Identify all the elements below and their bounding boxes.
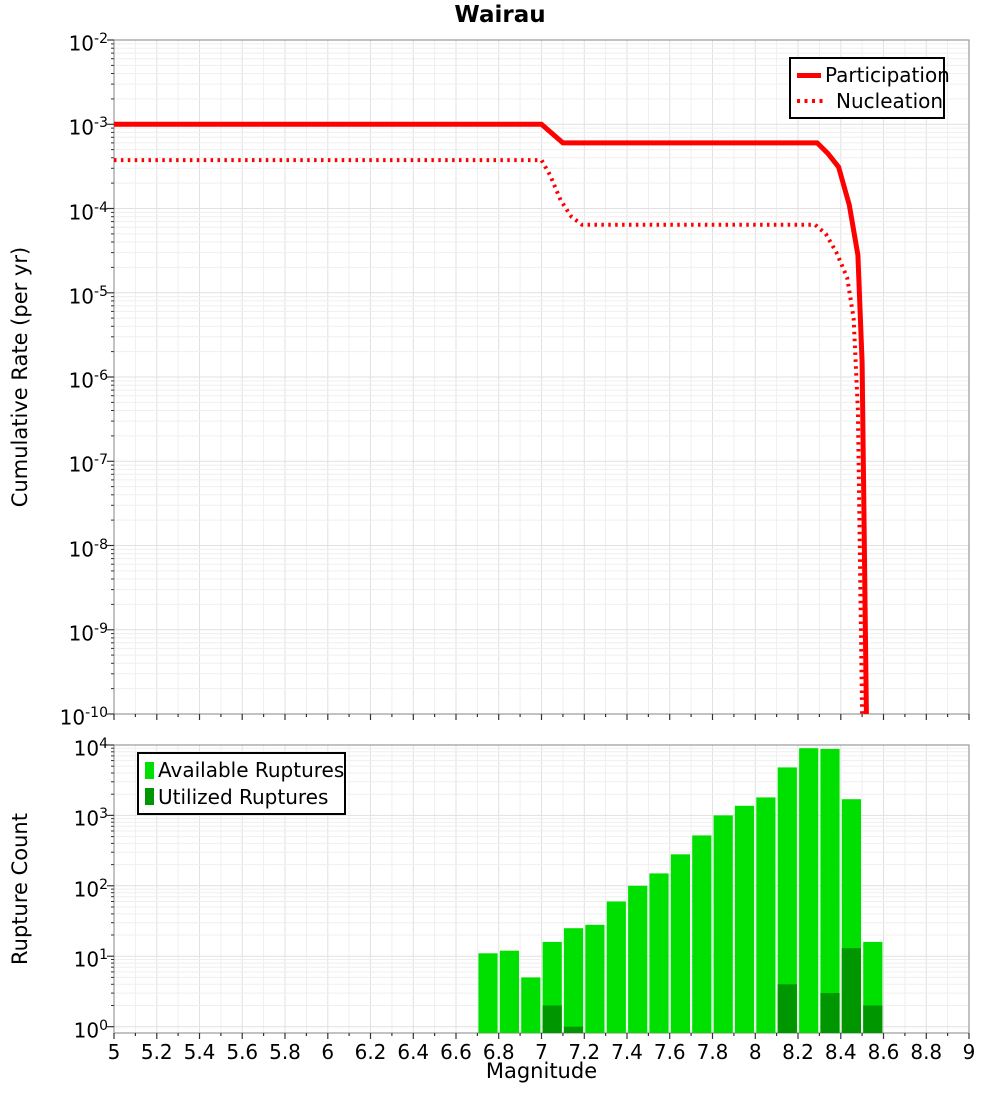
utilized-bar-swatch-icon — [145, 788, 154, 806]
legend-rupture-chart: Available Ruptures Utilized Ruptures — [137, 752, 346, 815]
bar-utilized — [542, 1005, 562, 1033]
x-tick-label: 8.4 — [824, 1040, 857, 1064]
available-bar-swatch-icon — [145, 761, 154, 779]
x-tick-label: 5.8 — [269, 1040, 301, 1064]
x-tick-label: 5.2 — [140, 1040, 173, 1064]
bar-available — [521, 977, 541, 1033]
bar-utilized — [863, 1005, 883, 1033]
nucleation-line — [114, 158, 865, 715]
y-tick-label: 10-3 — [68, 115, 108, 140]
y-tick-label: 101 — [73, 947, 108, 972]
x-tick-label: 5.6 — [226, 1040, 259, 1064]
x-tick-label: 7.6 — [653, 1040, 686, 1064]
x-tick-label: 8.2 — [782, 1040, 814, 1064]
x-tick-label: 8.8 — [910, 1040, 943, 1064]
bar-available — [756, 797, 776, 1033]
legend-item-participation: Participation — [797, 63, 950, 87]
bar-available — [606, 901, 626, 1033]
x-tick-label: 5.4 — [183, 1040, 216, 1064]
x-axis-label: Magnitude — [485, 1059, 598, 1083]
bar-available — [478, 953, 498, 1033]
legend-item-nucleation: Nucleation — [797, 89, 943, 113]
bar-available — [670, 854, 690, 1033]
x-tick-label: 9 — [962, 1040, 976, 1064]
x-tick-label: 7.4 — [611, 1040, 643, 1064]
bar-available — [777, 767, 797, 1033]
bar-available — [713, 815, 733, 1033]
chart-title: Wairau — [454, 2, 546, 28]
x-tick-label: 8.6 — [867, 1040, 900, 1064]
x-tick-label: 6.8 — [482, 1040, 515, 1064]
x-tick-label: 6.4 — [397, 1040, 430, 1064]
y-tick-label: 102 — [73, 876, 108, 902]
bar-available — [499, 950, 519, 1033]
bar-available — [820, 748, 840, 1033]
y-tick-label: 10-4 — [68, 199, 108, 225]
legend-item-available: Available Ruptures — [145, 758, 344, 782]
x-tick-label: 7 — [535, 1040, 548, 1064]
bar-available — [563, 928, 584, 1033]
y-tick-label: 103 — [73, 806, 108, 832]
bar-available — [799, 748, 819, 1033]
y-tick-label: 10-8 — [68, 536, 108, 562]
bar-available — [692, 835, 712, 1033]
x-tick-label: 6.2 — [354, 1040, 387, 1064]
x-tick-label: 8 — [748, 1040, 762, 1064]
y-tick-label: 10-6 — [68, 368, 108, 393]
x-tick-label: 7.8 — [696, 1040, 729, 1064]
y-tick-label: 10-7 — [68, 452, 108, 477]
x-tick-label: 5 — [107, 1040, 121, 1064]
y-tick-label: 10-9 — [68, 620, 108, 646]
participation-line — [114, 121, 869, 715]
solid-line-swatch-icon — [797, 72, 821, 78]
y-tick-label: 104 — [73, 736, 108, 761]
x-tick-label: 6 — [321, 1040, 335, 1064]
legend-label: Nucleation — [836, 89, 944, 113]
dotted-line-swatch-icon — [797, 99, 823, 103]
y-tick-label: 10-5 — [68, 283, 108, 309]
legend-label: Utilized Ruptures — [158, 784, 329, 809]
bar-available — [585, 924, 605, 1033]
bar-utilized — [777, 984, 797, 1033]
legend-rate-chart: Participation Nucleation — [789, 57, 950, 119]
x-tick-label: 6.6 — [440, 1040, 472, 1064]
y-tick-label: 10-10 — [59, 705, 108, 730]
y-tick-label: 10-2 — [68, 31, 108, 56]
legend-label: Participation — [825, 63, 950, 87]
bar-available — [628, 885, 648, 1033]
bar-available — [649, 873, 669, 1033]
bar-utilized — [820, 993, 840, 1033]
y-tick-label: 100 — [73, 1017, 108, 1043]
bar-utilized — [841, 948, 861, 1033]
bar-utilized — [563, 1026, 584, 1033]
legend-item-utilized: Utilized Ruptures — [145, 785, 340, 809]
legend-label: Available Ruptures — [158, 758, 345, 783]
x-tick-label: 7.2 — [568, 1040, 601, 1064]
bar-available — [734, 805, 755, 1033]
